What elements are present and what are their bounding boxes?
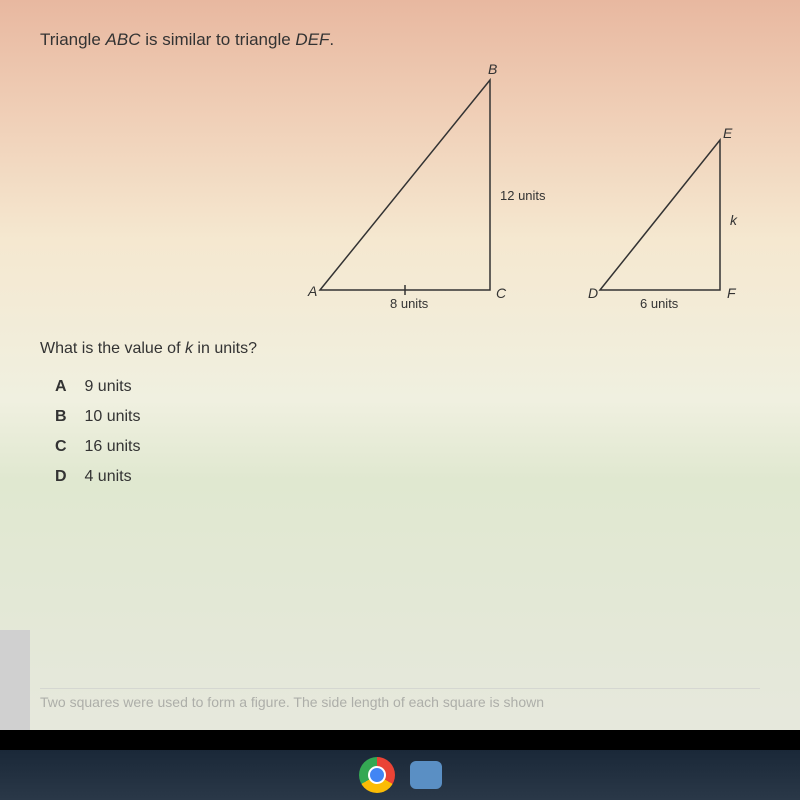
svg-text:B: B xyxy=(488,61,497,77)
choice-text-c: 16 units xyxy=(84,438,140,455)
files-icon[interactable] xyxy=(410,761,442,789)
question-middle: is similar to triangle xyxy=(140,30,295,49)
choice-letter-a: A xyxy=(55,378,80,396)
subq-suffix: in units? xyxy=(193,340,257,357)
svg-text:6 units: 6 units xyxy=(640,296,679,311)
triangle-diagram: ABC8 units12 unitsDEF6 unitsk xyxy=(110,60,710,320)
svg-text:E: E xyxy=(723,125,733,141)
monitor-bezel xyxy=(0,730,800,750)
triangle-abc-name: ABC xyxy=(106,30,141,49)
choice-c[interactable]: C 16 units xyxy=(55,438,780,456)
question-suffix: . xyxy=(329,30,334,49)
sub-question: What is the value of k in units? xyxy=(40,340,780,358)
svg-text:F: F xyxy=(727,285,737,301)
svg-text:12 units: 12 units xyxy=(500,188,546,203)
triangles-svg: A B C 8 units 12 units D E F 6 units k xyxy=(110,60,760,320)
question-prefix: Triangle xyxy=(40,30,106,49)
choice-letter-b: B xyxy=(55,408,80,426)
subq-prefix: What is the value of xyxy=(40,340,185,357)
choice-text-d: 4 units xyxy=(84,468,131,485)
screen-edge xyxy=(0,630,30,730)
next-question-preview: Two squares were used to form a figure. … xyxy=(40,688,760,710)
subq-k: k xyxy=(185,340,193,357)
svg-text:8 units: 8 units xyxy=(390,296,429,311)
question-statement: Triangle ABC is similar to triangle DEF. xyxy=(40,30,780,50)
svg-text:C: C xyxy=(496,285,507,301)
chrome-icon[interactable] xyxy=(359,757,395,793)
choice-d[interactable]: D 4 units xyxy=(55,468,780,486)
choice-letter-c: C xyxy=(55,438,80,456)
svg-text:D: D xyxy=(588,285,598,301)
triangle-def-name: DEF xyxy=(295,30,329,49)
taskbar xyxy=(0,750,800,800)
choice-a[interactable]: A 9 units xyxy=(55,378,780,396)
svg-text:k: k xyxy=(730,212,738,228)
choice-text-a: 9 units xyxy=(84,378,131,395)
choice-b[interactable]: B 10 units xyxy=(55,408,780,426)
choice-letter-d: D xyxy=(55,468,80,486)
answer-choices: A 9 units B 10 units C 16 units D 4 unit… xyxy=(55,378,780,486)
svg-text:A: A xyxy=(307,283,317,299)
choice-text-b: 10 units xyxy=(84,408,140,425)
